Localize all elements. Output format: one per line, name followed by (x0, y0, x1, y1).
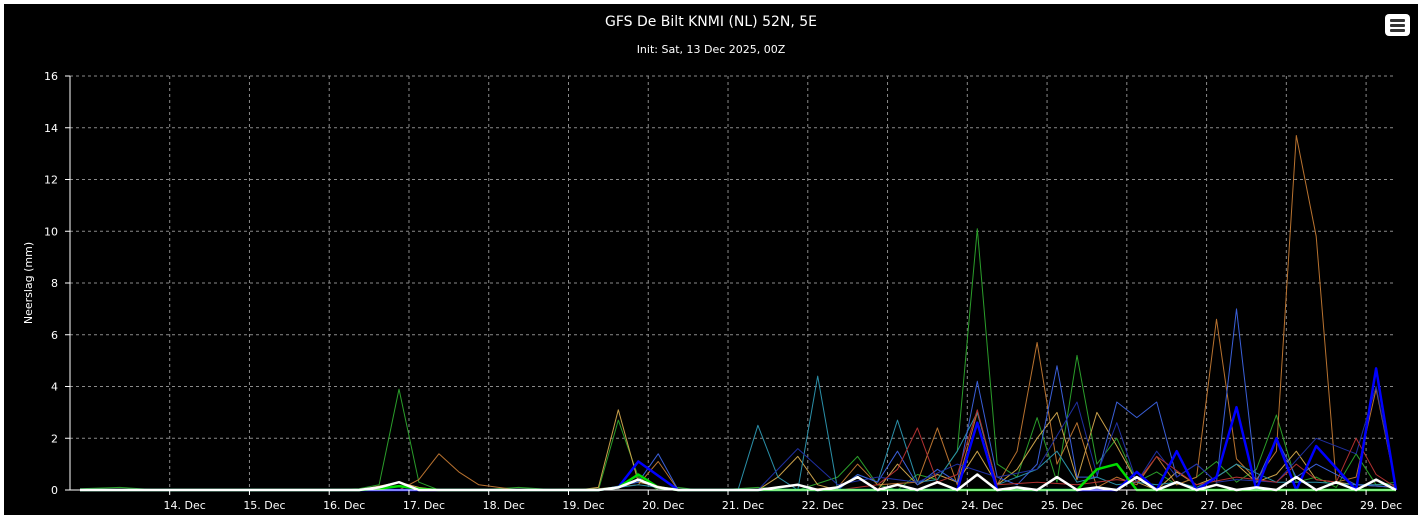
x-tick-label: 23. Dec (881, 499, 923, 512)
series-group (79, 135, 1398, 492)
x-tick-label: 28. Dec (1280, 499, 1322, 512)
axes: 0 2 4 6 8 10 12 14 16 14. Dec 15. Dec 16. Dec 17. De… (44, 70, 1402, 512)
series-line-4 (80, 308, 1397, 491)
x-tick-label: 27. Dec (1200, 499, 1242, 512)
x-tick-label: 22. Dec (802, 499, 844, 512)
series-line-2 (80, 409, 1397, 491)
y-tick-label: 8 (51, 277, 58, 290)
x-tick-label: 21. Dec (722, 499, 764, 512)
x-tick-label: 29. Dec (1360, 499, 1402, 512)
series-line-9 (80, 473, 1397, 492)
hamburger-icon (1390, 19, 1405, 22)
y-tick-label: 12 (44, 174, 58, 187)
chart-subtitle: Init: Sat, 13 Dec 2025, 00Z (636, 43, 786, 56)
chart-menu-button[interactable] (1385, 14, 1410, 36)
grid-lines (70, 75, 1396, 490)
x-tick-label: 25. Dec (1041, 499, 1083, 512)
y-tick-label: 2 (51, 432, 58, 445)
y-tick-label: 10 (44, 225, 58, 238)
precipitation-chart: 0 2 4 6 8 10 12 14 16 14. Dec 15. Dec 16. Dec 17. De… (22, 70, 1402, 512)
series-line-8 (80, 462, 1396, 492)
x-tick-label: 18. Dec (483, 499, 525, 512)
series-line-3 (80, 375, 1396, 491)
y-axis-label: Neerslag (mm) (22, 242, 35, 324)
series-line-6 (80, 409, 1397, 491)
x-tick-label: 20. Dec (642, 499, 684, 512)
y-tick-label: 4 (51, 381, 58, 394)
hamburger-icon-line (1390, 24, 1405, 27)
series-line-1 (80, 135, 1397, 491)
y-tick-label: 14 (44, 122, 58, 135)
y-tick-label: 6 (51, 329, 58, 342)
x-tick-label: 15. Dec (243, 499, 285, 512)
chart-frame: GFS De Bilt KNMI (NL) 52N, 5E Init: Sat,… (4, 4, 1418, 515)
series-line-0 (79, 228, 1397, 491)
hamburger-icon-line (1390, 29, 1405, 32)
x-tick-label: 19. Dec (562, 499, 604, 512)
x-tick-label: 24. Dec (961, 499, 1003, 512)
x-tick-label: 26. Dec (1121, 499, 1163, 512)
x-tick-label: 14. Dec (164, 499, 206, 512)
x-tick-label: 17. Dec (403, 499, 445, 512)
series-line-5 (80, 386, 1397, 491)
x-tick-label: 16. Dec (323, 499, 365, 512)
y-tick-label: 16 (44, 70, 58, 83)
y-tick-label: 0 (51, 484, 58, 497)
chart-title: GFS De Bilt KNMI (NL) 52N, 5E (604, 14, 818, 30)
